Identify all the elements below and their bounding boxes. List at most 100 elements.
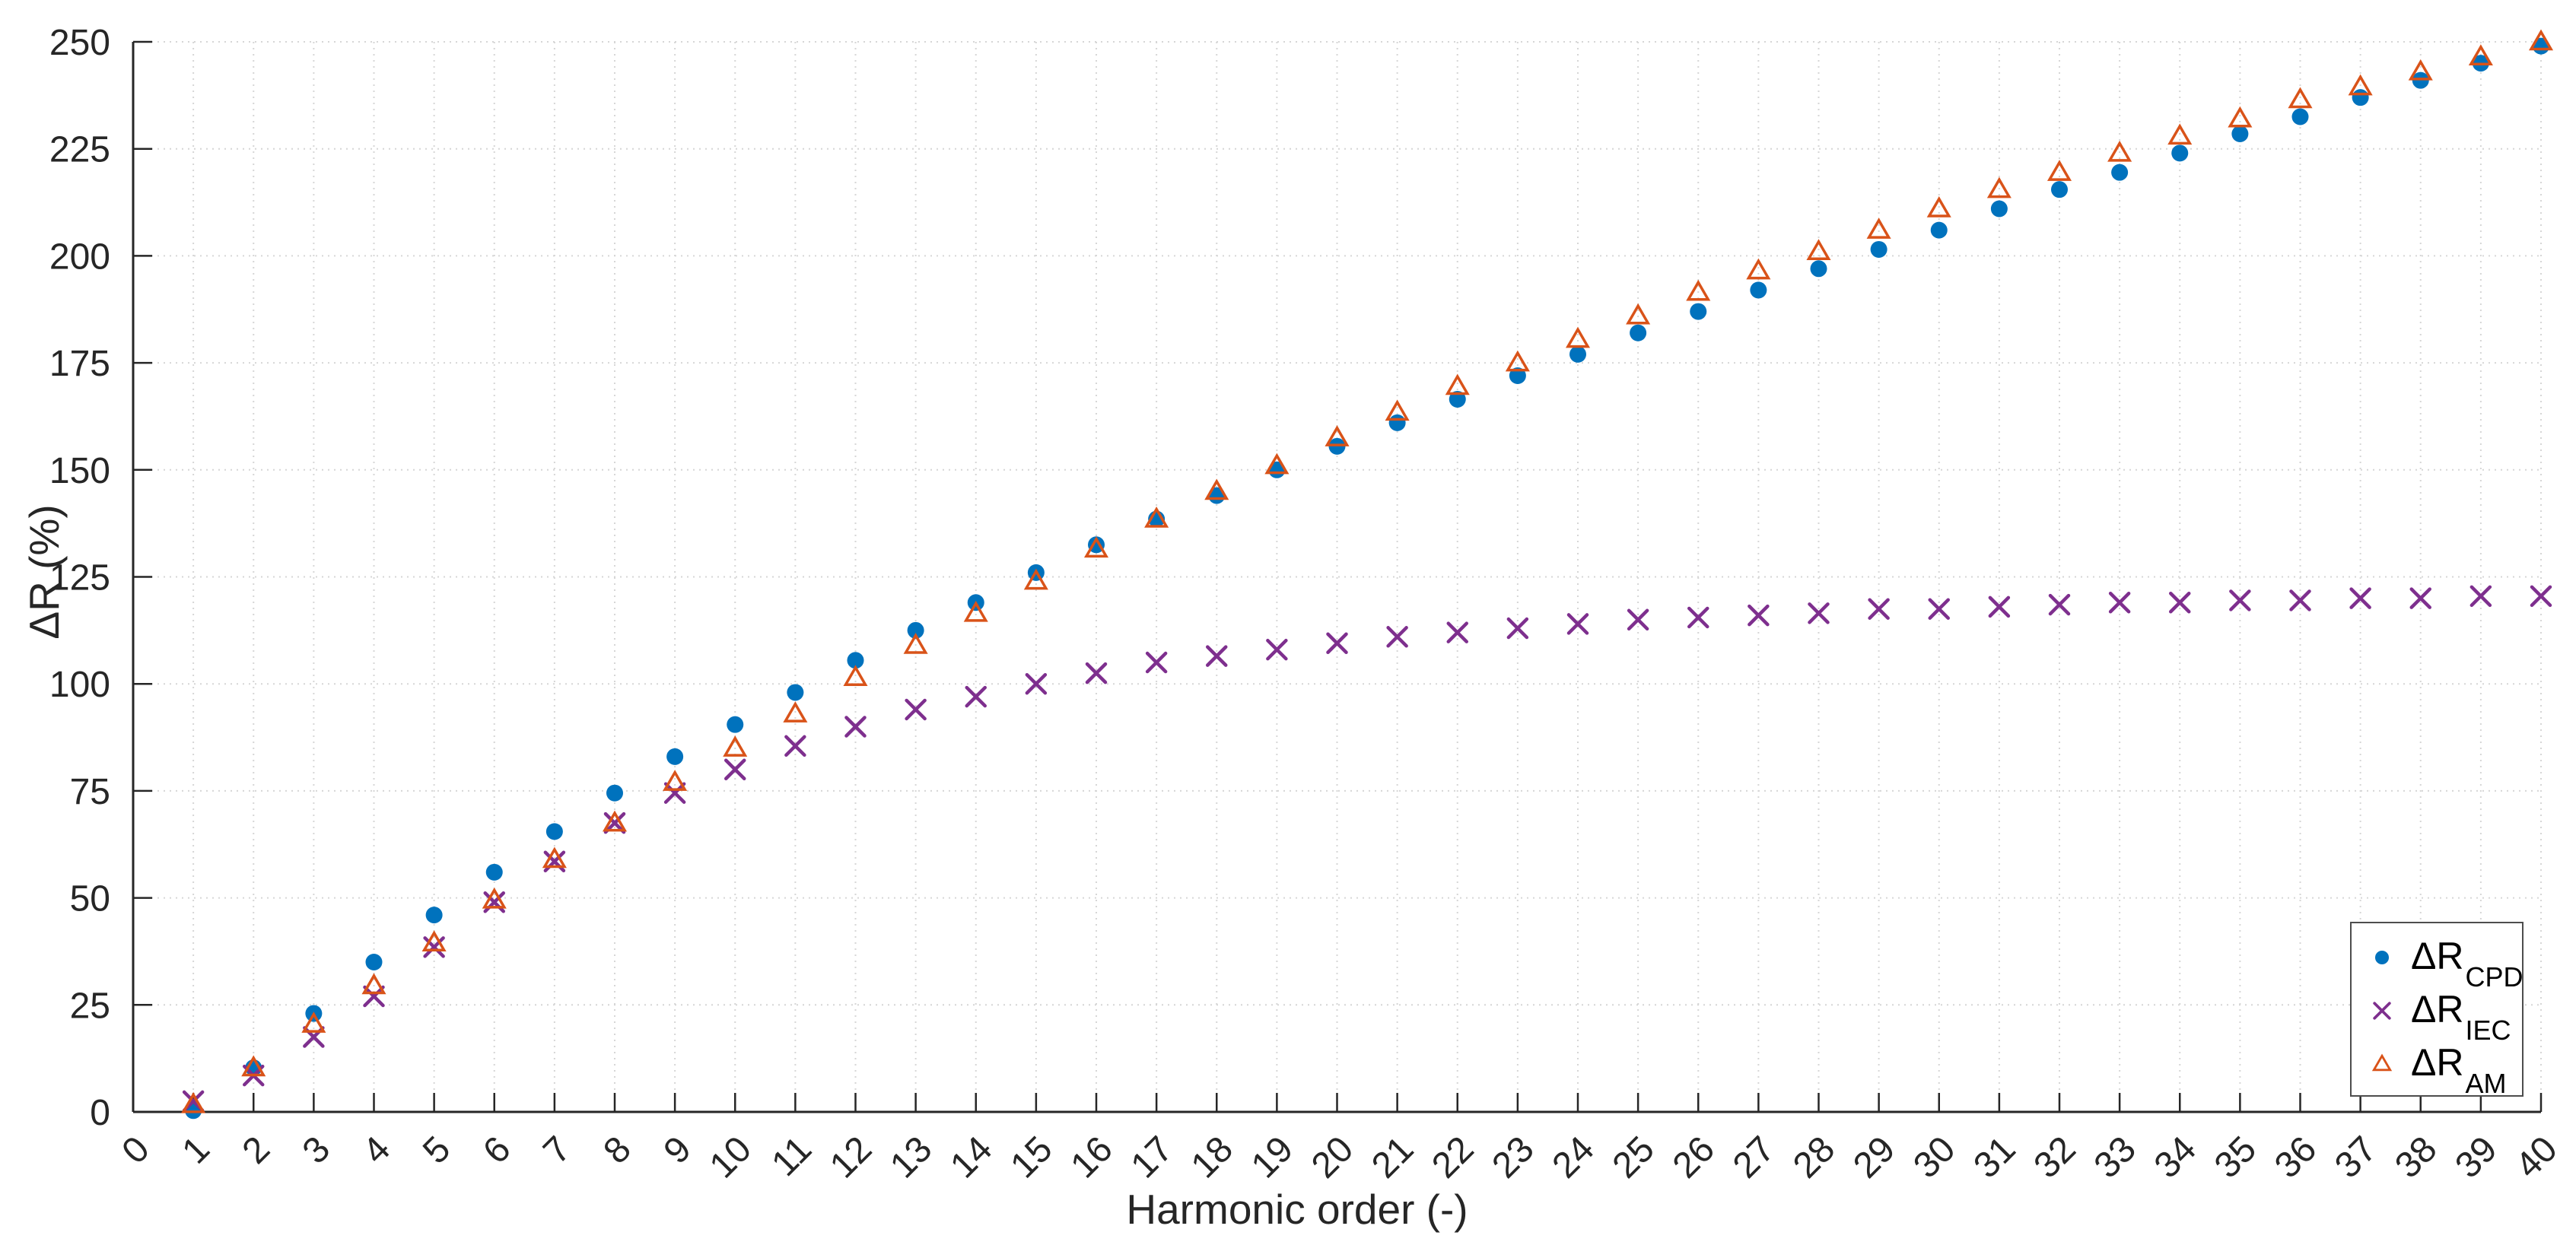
marker-iec xyxy=(1386,626,1408,648)
y-tick-label: 175 xyxy=(49,344,110,384)
x-tick-label: 39 xyxy=(2447,1129,2504,1186)
legend-item-cpd: ΔRCPD xyxy=(2364,929,2524,993)
x-tick-label: 22 xyxy=(1424,1129,1481,1186)
marker-iec xyxy=(1748,604,1770,627)
marker-am xyxy=(1023,568,1048,590)
marker-iec xyxy=(1025,672,1048,695)
marker-cpd xyxy=(485,863,503,881)
marker-am xyxy=(2468,44,2493,65)
marker-am xyxy=(1806,239,1831,261)
marker-am xyxy=(1626,303,1651,325)
y-tick-label: 250 xyxy=(49,23,110,63)
marker-iec xyxy=(2048,593,2071,616)
marker-am xyxy=(2408,59,2433,81)
marker-am xyxy=(241,1055,266,1077)
x-tick-label: 11 xyxy=(764,1129,819,1184)
marker-iec xyxy=(844,716,867,738)
marker-am xyxy=(2046,160,2072,181)
x-tick-label: 30 xyxy=(1906,1129,1963,1186)
marker-cpd xyxy=(1509,367,1526,384)
marker-iec xyxy=(1808,602,1830,624)
y-tick-label: 50 xyxy=(70,879,110,919)
marker-iec xyxy=(1326,632,1348,654)
x-tick-label: 14 xyxy=(943,1129,1000,1186)
marker-am xyxy=(1565,326,1591,348)
marker-iec xyxy=(1446,621,1468,643)
marker-cpd xyxy=(847,652,864,669)
x-tick-label: 23 xyxy=(1484,1129,1541,1186)
x-tick-label: 28 xyxy=(1786,1129,1843,1186)
marker-am xyxy=(1986,176,2012,199)
marker-am xyxy=(181,1091,206,1113)
y-tick-label: 150 xyxy=(49,451,110,491)
marker-cpd xyxy=(425,907,443,924)
marker-iec xyxy=(1506,617,1529,640)
marker-am xyxy=(1385,399,1410,421)
x-tick-label: 35 xyxy=(2207,1129,2264,1186)
marker-iec xyxy=(2229,589,2251,611)
marker-cpd xyxy=(1569,345,1586,363)
x-tick-label: 6 xyxy=(475,1129,518,1171)
x-axis-label: Harmonic order (-) xyxy=(1126,1186,1468,1233)
x-tick-label: 8 xyxy=(596,1129,638,1171)
marker-am xyxy=(421,930,447,951)
marker-iec xyxy=(784,735,806,757)
marker-cpd xyxy=(606,784,623,802)
marker-cpd xyxy=(2231,125,2249,143)
marker-am xyxy=(663,770,688,791)
marker-iec xyxy=(1206,645,1228,667)
marker-am xyxy=(1866,218,1891,239)
marker-cpd xyxy=(2111,164,2129,181)
x-tick-label: 36 xyxy=(2267,1129,2324,1186)
marker-am xyxy=(2348,74,2373,96)
marker-iec xyxy=(2530,585,2552,608)
legend-item-am: ΔRAM xyxy=(2364,1036,2522,1097)
marker-cpd xyxy=(1630,324,1647,341)
y-tick-label: 100 xyxy=(49,665,110,705)
marker-iec xyxy=(423,936,445,958)
x-tick-label: 13 xyxy=(883,1129,940,1186)
marker-cpd xyxy=(1750,281,1767,299)
marker-am xyxy=(602,810,628,832)
marker-am xyxy=(1445,373,1470,395)
marker-cpd xyxy=(2291,108,2309,125)
x-tick-label: 27 xyxy=(1725,1129,1783,1186)
marker-am xyxy=(1325,425,1350,446)
x-tick-label: 4 xyxy=(355,1129,398,1171)
marker-am xyxy=(843,665,868,687)
marker-iec xyxy=(905,698,927,721)
y-tick-label: 75 xyxy=(70,772,110,812)
marker-cpd xyxy=(907,621,924,639)
y-axis-label: ΔR (%) xyxy=(21,504,68,640)
y-tick-label: 225 xyxy=(49,130,110,170)
x-tick-label: 0 xyxy=(114,1129,157,1171)
marker-am xyxy=(723,735,748,757)
marker-am xyxy=(1686,279,1711,301)
x-tick-label: 15 xyxy=(1003,1129,1060,1186)
x-tick-label: 1 xyxy=(175,1129,218,1171)
marker-am xyxy=(1505,350,1530,372)
marker-am xyxy=(2528,29,2554,51)
x-tick-label: 12 xyxy=(822,1129,879,1186)
marker-iec xyxy=(2469,585,2492,608)
marker-am xyxy=(542,846,567,869)
marker-iec xyxy=(1145,651,1168,674)
y-tick-label: 0 xyxy=(90,1093,110,1133)
x-tick-label: 3 xyxy=(295,1129,338,1171)
marker-iec xyxy=(1687,606,1709,629)
x-tick-label: 29 xyxy=(1846,1129,1903,1186)
marker-am xyxy=(783,701,808,723)
marker-am xyxy=(361,973,386,995)
marker-am xyxy=(1204,478,1229,500)
marker-cpd xyxy=(1990,200,2008,218)
legend-label-cpd: ΔRCPD xyxy=(2411,935,2524,993)
marker-cpd xyxy=(1690,303,1707,320)
legend-item-iec: ΔRIEC xyxy=(2364,983,2522,1044)
x-tick-label: 7 xyxy=(536,1129,578,1171)
marker-cpd xyxy=(727,716,744,733)
marker-iec xyxy=(663,782,686,804)
marker-am xyxy=(2228,106,2253,128)
marker-am xyxy=(903,633,928,654)
